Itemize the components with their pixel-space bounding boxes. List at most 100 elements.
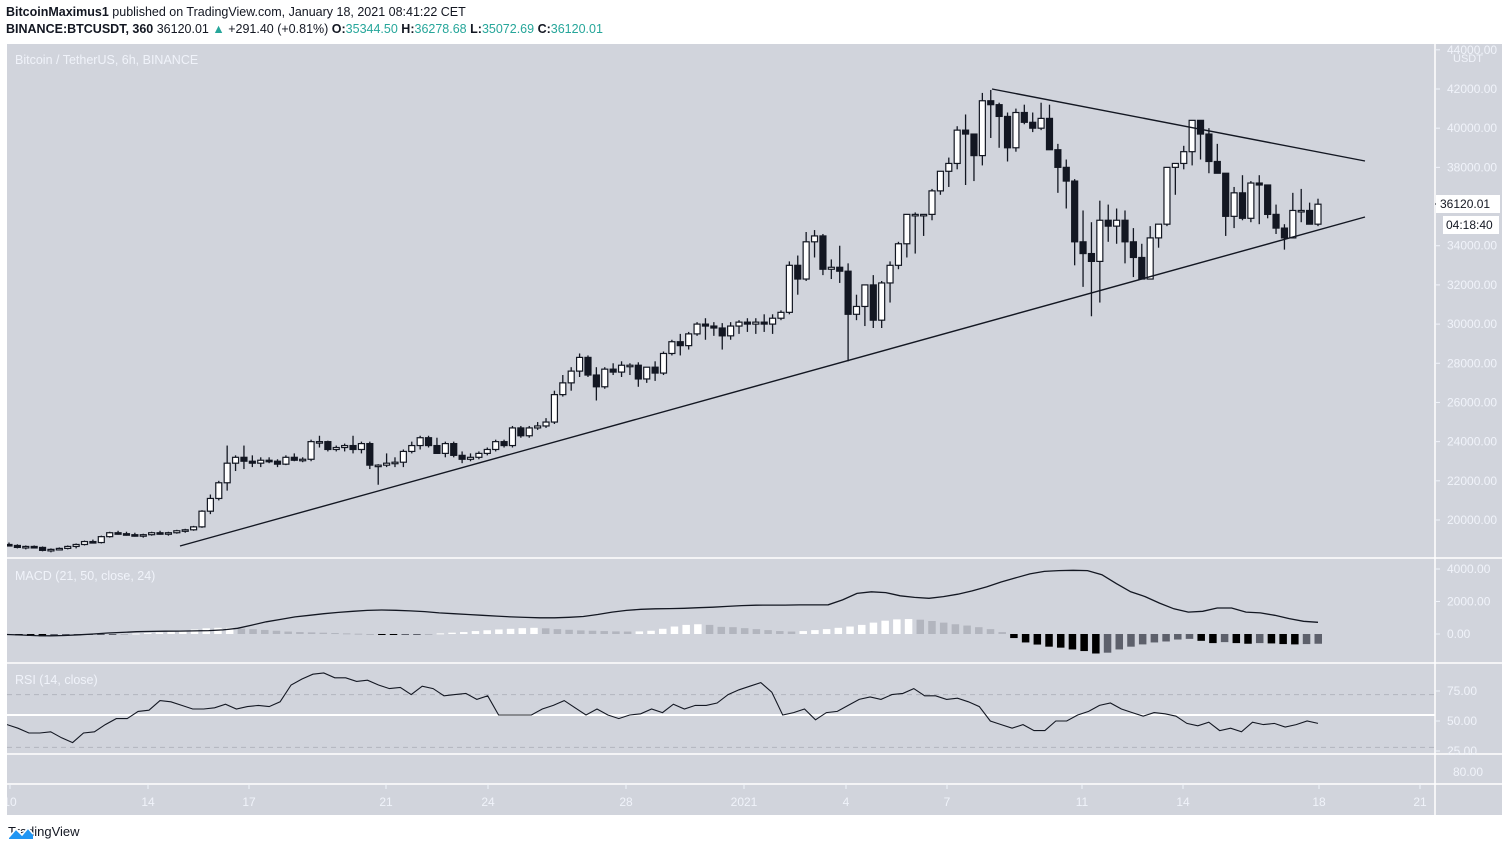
- candle-up: [408, 444, 416, 453]
- macd-histogram-bar: [659, 628, 667, 634]
- macd-histogram-bar: [717, 626, 726, 634]
- tradingview-logo[interactable]: TradingView: [8, 824, 80, 839]
- candle-down: [1079, 241, 1087, 255]
- high-label: H:: [401, 22, 415, 36]
- candle-up: [198, 510, 206, 528]
- price-tick-label: 42000.00: [1447, 82, 1497, 96]
- macd-histogram-bar: [506, 628, 515, 634]
- candle-down: [718, 327, 726, 337]
- time-tick-label: 2021: [731, 795, 758, 809]
- candle-up: [1037, 117, 1045, 129]
- macd-histogram-bar: [1080, 634, 1088, 652]
- macd-histogram-bar: [342, 633, 351, 635]
- macd-histogram-bar: [1115, 634, 1124, 650]
- candle-up: [148, 532, 156, 536]
- macd-histogram-bar: [448, 632, 456, 634]
- candle-up: [475, 452, 483, 458]
- currency-label: USDT: [1453, 53, 1483, 65]
- macd-histogram-bar: [261, 629, 269, 634]
- candle-up: [299, 458, 307, 462]
- candle-down: [131, 534, 139, 537]
- candle-up: [341, 444, 349, 449]
- candle-up: [55, 547, 63, 551]
- macd-histogram-bar: [1103, 634, 1112, 653]
- last-price-label: 36120.01: [1436, 195, 1500, 213]
- candle-up: [768, 317, 777, 325]
- candle-down: [38, 546, 47, 551]
- candle-down: [794, 264, 802, 280]
- candle-down: [1045, 117, 1054, 151]
- time-tick-label: 14: [1176, 795, 1190, 809]
- macd-histogram-bar: [354, 633, 363, 635]
- macd-histogram-bar: [1255, 634, 1264, 644]
- macd-histogram-bar: [319, 632, 328, 634]
- candle-up: [508, 427, 517, 447]
- macd-histogram-bar: [1010, 634, 1018, 639]
- candle-down: [1196, 119, 1205, 135]
- macd-histogram-bar: [916, 619, 925, 634]
- candle-down: [1264, 184, 1272, 215]
- macd-histogram-bar: [635, 631, 644, 634]
- candle-up: [575, 356, 584, 372]
- macd-histogram-bar: [225, 627, 234, 634]
- price-tick-label: 22000.00: [1447, 474, 1497, 488]
- macd-histogram-bar: [1244, 634, 1252, 644]
- candle-up: [936, 170, 945, 192]
- candle-down: [1121, 219, 1129, 243]
- candle-up: [685, 333, 693, 347]
- candle-down: [349, 444, 357, 451]
- macd-histogram-bar: [143, 633, 152, 635]
- candle-up: [173, 530, 181, 534]
- macd-histogram-bar: [1291, 634, 1299, 645]
- macd-histogram-bar: [190, 629, 199, 634]
- chart-container[interactable]: 20000.00 22000.00 24000.00 26000.00 28000.00…: [7, 44, 1502, 815]
- macd-histogram-bar: [1220, 634, 1229, 643]
- price-tick-label: 40000.00: [1447, 121, 1497, 135]
- macd-histogram-bar: [893, 619, 901, 634]
- candle-down: [122, 533, 131, 536]
- chart-canvas[interactable]: 20000.00 22000.00 24000.00 26000.00 28000.00…: [7, 44, 1502, 815]
- candle-up: [47, 548, 55, 552]
- candle-down: [324, 441, 332, 451]
- macd-histogram-bar: [1056, 634, 1065, 648]
- macd-histogram-bar: [647, 630, 655, 634]
- candle-up: [1297, 209, 1305, 213]
- macd-histogram-bar: [1197, 634, 1205, 641]
- candle-down: [7, 543, 13, 547]
- macd-histogram-bar: [928, 621, 936, 634]
- macd-histogram-bar: [998, 632, 1006, 634]
- candle-down: [987, 100, 995, 106]
- candle-down: [676, 341, 684, 347]
- price-tick-label: 28000.00: [1447, 356, 1497, 370]
- macd-histogram-bar: [1279, 634, 1287, 645]
- candle-up: [945, 162, 953, 172]
- candle-down: [995, 104, 1003, 118]
- macd-histogram-bar: [752, 629, 761, 634]
- candle-down: [651, 366, 659, 374]
- macd-histogram-bar: [1162, 634, 1170, 642]
- candle-down: [433, 444, 441, 454]
- rsi-line: [7, 672, 1319, 744]
- price-tick-label: 30000.00: [1447, 317, 1497, 331]
- candle-down: [634, 364, 642, 380]
- macd-histogram-bar: [378, 634, 386, 635]
- candle-down: [760, 321, 768, 325]
- candle-up: [735, 321, 743, 327]
- candle-up: [525, 427, 533, 437]
- candle-up: [601, 368, 609, 388]
- macd-tick-label: 4000.00: [1447, 562, 1491, 576]
- candle-up: [567, 370, 575, 384]
- author-name[interactable]: BitcoinMaximus1: [6, 5, 109, 19]
- macd-histogram-bar: [1267, 634, 1276, 644]
- candle-up: [72, 543, 80, 548]
- macd-histogram-bar: [1033, 634, 1042, 645]
- candle-down: [743, 321, 752, 325]
- candle-down: [1138, 256, 1146, 280]
- macd-histogram-bar: [495, 629, 503, 634]
- macd-histogram-bar: [811, 630, 819, 634]
- macd-histogram-bar: [272, 630, 281, 634]
- candle-down: [290, 456, 298, 461]
- macd-histogram-bar: [1232, 634, 1241, 644]
- macd-histogram-bar: [108, 634, 117, 635]
- macd-histogram-bar: [167, 631, 175, 634]
